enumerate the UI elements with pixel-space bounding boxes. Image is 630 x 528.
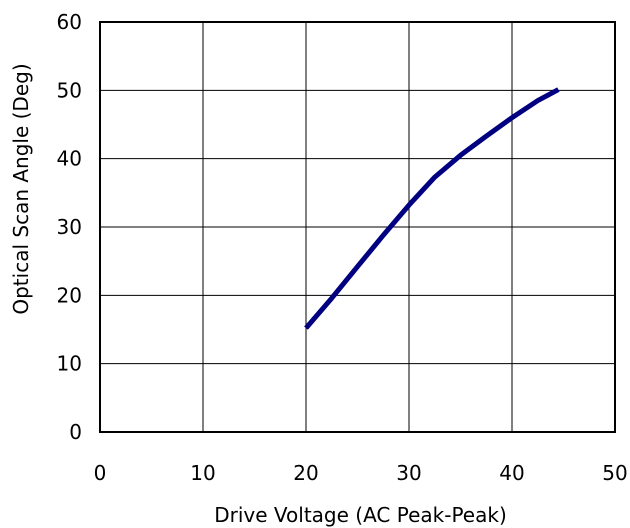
y-tick-label: 0 <box>69 420 82 444</box>
x-tick-label: 0 <box>94 461 107 485</box>
x-tick-label: 50 <box>602 461 627 485</box>
y-tick-label: 30 <box>57 215 82 239</box>
y-tick-label: 20 <box>57 283 82 307</box>
series-layer <box>304 87 560 330</box>
grid <box>100 22 615 432</box>
y-tick-label: 60 <box>57 10 82 34</box>
plot-area-frame <box>99 21 616 433</box>
y-tick-label: 10 <box>57 352 82 376</box>
x-tick-label: 20 <box>293 461 318 485</box>
x-axis-title: Drive Voltage (AC Peak-Peak) <box>214 503 507 527</box>
x-axis-tick-labels: 0 10 20 30 40 50 <box>94 461 628 485</box>
y-tick-label: 40 <box>57 147 82 171</box>
y-axis-title: Optical Scan Angle (Deg) <box>9 63 33 314</box>
x-tick-label: 10 <box>190 461 215 485</box>
x-tick-label: 30 <box>396 461 421 485</box>
y-tick-label: 50 <box>57 78 82 102</box>
x-tick-label: 40 <box>499 461 524 485</box>
y-axis-tick-labels: 0 10 20 30 40 50 60 <box>57 10 82 444</box>
series-line-1 <box>304 87 560 330</box>
